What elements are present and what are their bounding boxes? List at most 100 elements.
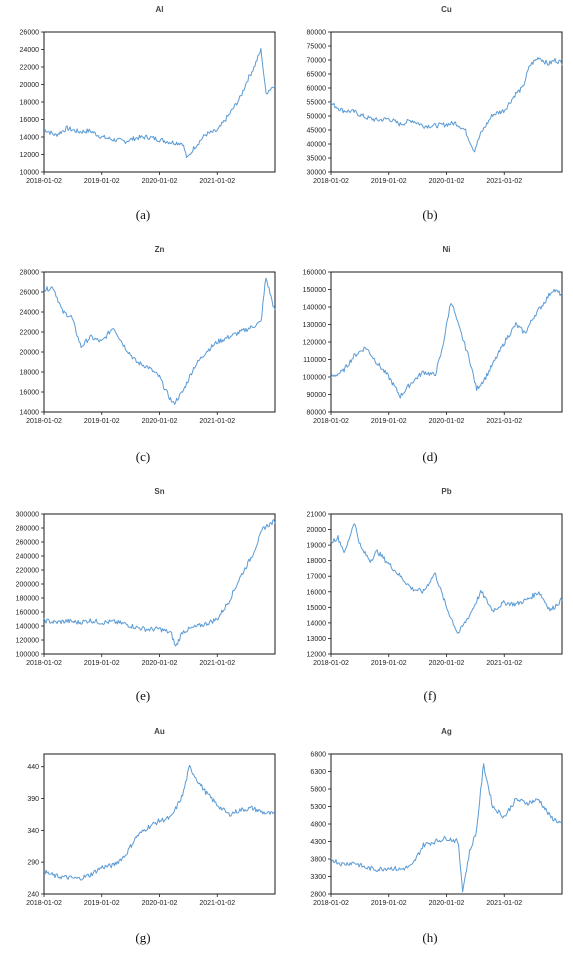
y-tick-label: 14000 bbox=[20, 135, 40, 142]
y-tick-label: 26000 bbox=[20, 30, 40, 37]
x-tick-label: 2021-01-02 bbox=[199, 900, 235, 907]
y-tick-label: 19000 bbox=[307, 543, 327, 550]
panel-caption: (e) bbox=[135, 688, 151, 703]
y-tick-label: 340 bbox=[27, 828, 39, 835]
chart-title: Ni bbox=[443, 245, 451, 254]
y-tick-label: 70000 bbox=[307, 58, 327, 65]
x-tick-label: 2019-01-02 bbox=[371, 418, 407, 425]
y-tick-label: 90000 bbox=[307, 392, 327, 399]
x-tick-label: 2021-01-02 bbox=[199, 178, 235, 185]
y-tick-label: 26000 bbox=[20, 290, 40, 297]
x-tick-label: 2020-01-02 bbox=[429, 178, 465, 185]
y-tick-label: 110000 bbox=[303, 357, 326, 364]
y-tick-label: 240000 bbox=[16, 554, 39, 561]
y-tick-label: 6300 bbox=[310, 769, 326, 776]
y-tick-label: 12000 bbox=[307, 652, 327, 659]
y-tick-label: 5300 bbox=[310, 804, 326, 811]
y-tick-label: 18000 bbox=[20, 100, 40, 107]
x-tick-label: 2020-01-02 bbox=[142, 418, 178, 425]
y-tick-label: 240 bbox=[27, 892, 39, 899]
y-tick-label: 24000 bbox=[20, 47, 40, 54]
y-tick-label: 150000 bbox=[303, 287, 326, 294]
y-tick-label: 80000 bbox=[307, 30, 327, 37]
x-tick-label: 2019-01-02 bbox=[84, 660, 120, 667]
plot-frame bbox=[330, 753, 563, 895]
y-tick-label: 6800 bbox=[310, 752, 326, 759]
plot-frame bbox=[330, 513, 563, 655]
y-tick-label: 14000 bbox=[20, 410, 40, 417]
x-tick-label: 2018-01-02 bbox=[313, 660, 349, 667]
series-line bbox=[330, 57, 563, 153]
y-tick-label: 160000 bbox=[303, 270, 326, 277]
y-tick-label: 100000 bbox=[16, 652, 39, 659]
y-tick-label: 16000 bbox=[20, 390, 40, 397]
series-line bbox=[43, 519, 276, 647]
y-tick-label: 5800 bbox=[310, 787, 326, 794]
y-tick-label: 140000 bbox=[16, 624, 39, 631]
y-tick-label: 4800 bbox=[310, 822, 326, 829]
y-tick-label: 55000 bbox=[307, 100, 327, 107]
y-tick-label: 10000 bbox=[20, 170, 40, 177]
series-line bbox=[43, 277, 276, 405]
x-tick-label: 2018-01-02 bbox=[313, 418, 349, 425]
y-tick-label: 60000 bbox=[307, 86, 327, 93]
series-line bbox=[330, 763, 563, 893]
chart-title: Zn bbox=[155, 245, 165, 254]
chart-title: Cu bbox=[441, 5, 452, 14]
series-line bbox=[330, 288, 563, 399]
y-tick-label: 16000 bbox=[307, 589, 327, 596]
chart-svg: Pb 12000 13000 14000 15000 16000 17000 18000 190… bbox=[307, 487, 563, 667]
y-tick-label: 440 bbox=[27, 764, 39, 771]
chart-panel-cu: Cu 30000 35000 40000 45000 50000 55000 60000 650… bbox=[287, 0, 573, 237]
chart-panel-zn: Zn 14000 16000 18000 20000 22000 24000 26000 280… bbox=[0, 240, 286, 477]
plot-frame bbox=[330, 31, 563, 173]
x-tick-label: 2019-01-02 bbox=[371, 900, 407, 907]
series-line bbox=[330, 523, 563, 634]
y-tick-label: 20000 bbox=[20, 350, 40, 357]
x-tick-label: 2018-01-02 bbox=[26, 418, 62, 425]
y-tick-label: 50000 bbox=[307, 114, 327, 121]
x-tick-label: 2020-01-02 bbox=[142, 900, 178, 907]
y-tick-label: 280000 bbox=[16, 526, 39, 533]
x-tick-label: 2019-01-02 bbox=[84, 418, 120, 425]
chart-title: Al bbox=[156, 5, 164, 14]
series-line bbox=[43, 47, 276, 159]
y-tick-label: 300000 bbox=[16, 512, 39, 519]
y-tick-label: 12000 bbox=[20, 152, 40, 159]
y-tick-label: 20000 bbox=[20, 82, 40, 89]
chart-panel-pb: Pb 12000 13000 14000 15000 16000 17000 18000 190… bbox=[287, 482, 573, 719]
y-tick-label: 22000 bbox=[20, 330, 40, 337]
x-tick-label: 2020-01-02 bbox=[429, 660, 465, 667]
x-tick-label: 2019-01-02 bbox=[371, 178, 407, 185]
x-tick-label: 2019-01-02 bbox=[371, 660, 407, 667]
chart-panel-au: Au 240 290 340 390 440 2018-01-02 2019-01-02 202… bbox=[0, 722, 286, 959]
y-tick-label: 16000 bbox=[20, 117, 40, 124]
y-tick-label: 18000 bbox=[20, 370, 40, 377]
chart-svg: Au 240 290 340 390 440 2018-01-02 2019-01-02 202… bbox=[26, 727, 276, 907]
chart-panel-ag: Ag 2800 3300 3800 4300 4800 5300 5800 6300 6800 20… bbox=[287, 722, 573, 959]
plot-frame bbox=[43, 513, 276, 655]
chart-svg: Ag 2800 3300 3800 4300 4800 5300 5800 6300 6800 20… bbox=[310, 727, 563, 907]
chart-svg: Zn 14000 16000 18000 20000 22000 24000 26000 280… bbox=[20, 245, 276, 425]
y-tick-label: 390 bbox=[27, 796, 39, 803]
y-tick-label: 28000 bbox=[20, 270, 40, 277]
x-tick-label: 2019-01-02 bbox=[84, 178, 120, 185]
panel-caption: (f) bbox=[423, 688, 437, 703]
chart-svg: Ni 80000 90000 100000 110000 120000 130000 1400… bbox=[303, 245, 563, 425]
x-tick-label: 2018-01-02 bbox=[313, 900, 349, 907]
panel-caption: (d) bbox=[422, 449, 438, 464]
y-tick-label: 65000 bbox=[307, 72, 327, 79]
y-tick-label: 13000 bbox=[307, 636, 327, 643]
x-tick-label: 2018-01-02 bbox=[26, 660, 62, 667]
y-tick-label: 20000 bbox=[307, 527, 327, 534]
y-tick-label: 30000 bbox=[307, 170, 327, 177]
y-tick-label: 14000 bbox=[307, 620, 327, 627]
panel-caption: (a) bbox=[135, 207, 151, 222]
chart-panel-ni: Ni 80000 90000 100000 110000 120000 130000 1400… bbox=[287, 240, 573, 477]
chart-svg: Al 10000 12000 14000 16000 18000 20000 22000 240… bbox=[20, 5, 276, 185]
plot-frame bbox=[43, 753, 276, 895]
chart-svg: Cu 30000 35000 40000 45000 50000 55000 60000 650… bbox=[307, 5, 563, 185]
y-tick-label: 180000 bbox=[16, 596, 39, 603]
y-tick-label: 200000 bbox=[16, 582, 39, 589]
chart-title: Sn bbox=[154, 487, 164, 496]
